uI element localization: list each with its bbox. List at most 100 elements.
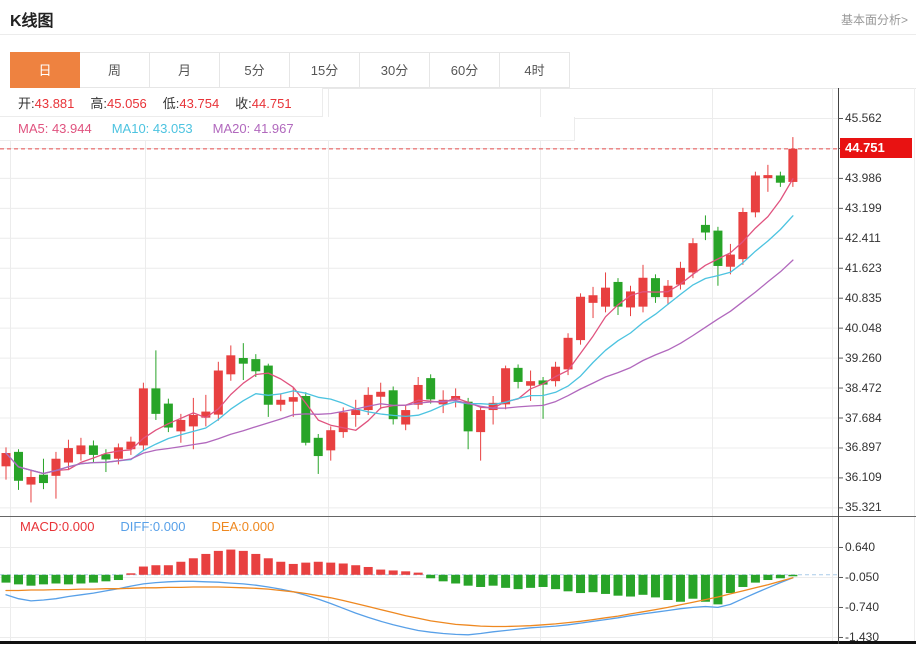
tab-period-30分[interactable]: 30分 [360, 52, 430, 88]
candle-body-3 [38, 474, 48, 484]
macd-axis-label-2: -0.740 [845, 599, 880, 614]
header-divider [0, 34, 916, 35]
candle-body-60 [750, 175, 760, 213]
ohlc-label-1: 高: [90, 95, 108, 111]
macd-bar-30 [376, 569, 386, 575]
tab-period-5分[interactable]: 5分 [220, 52, 290, 88]
macd-bar-49 [613, 574, 623, 596]
candle-body-59 [738, 211, 748, 260]
price-axis-label-6: 40.835 [845, 290, 882, 305]
macd-bar-33 [413, 572, 423, 575]
macd-bar-24 [301, 562, 311, 575]
macd-bar-4 [51, 574, 61, 584]
tab-period-月[interactable]: 月 [150, 52, 220, 88]
fundamental-analysis-link[interactable]: 基本面分析> [840, 13, 908, 27]
ohlc-value-0: 43.881 [34, 95, 75, 111]
candle-body-2 [26, 476, 36, 485]
macd-bar-8 [101, 574, 111, 582]
macd-bar-61 [763, 574, 773, 581]
candle-body-8 [101, 454, 111, 460]
macd-bar-36 [451, 574, 461, 584]
ohlc-item-2: 低:43.754 [163, 93, 219, 112]
candle-body-56 [700, 224, 710, 233]
price-axis-label-3: 43.199 [845, 200, 882, 215]
candle-body-31 [388, 390, 398, 420]
macd-axis-label-3: -1.430 [845, 629, 880, 644]
candle-body-28 [351, 410, 361, 416]
candle-body-30 [376, 391, 386, 397]
macd-bar-6 [76, 574, 86, 584]
tab-period-15分[interactable]: 15分 [290, 52, 360, 88]
candle-body-37 [463, 401, 473, 432]
macd-readout: MACD:0.000 DIFF:0.000 DEA:0.000 [20, 519, 300, 534]
price-axis-label-9: 38.472 [845, 380, 882, 395]
macd-bar-10 [126, 573, 136, 575]
period-tabbar: 日周月 5分 15分 30分 60分 4时 [10, 52, 570, 88]
tab-period-4时[interactable]: 4时 [500, 52, 570, 88]
macd-bar-44 [551, 574, 561, 590]
candle-body-43 [538, 380, 548, 385]
candle-body-15 [188, 415, 198, 427]
macd-bar-59 [738, 574, 748, 587]
macd-bar-18 [226, 549, 236, 575]
ohlc-value-2: 43.754 [179, 95, 220, 111]
macd-bar-14 [176, 561, 186, 575]
macd-bar-9 [113, 574, 123, 581]
macd-bar-17 [213, 550, 223, 575]
macd-bar-40 [501, 574, 511, 588]
macd-bar-2 [26, 574, 36, 586]
macd-axis-label-0: 0.640 [845, 539, 876, 554]
macd-bar-1 [13, 574, 23, 585]
candle-body-42 [526, 381, 536, 386]
candle-body-48 [601, 287, 611, 307]
candle-body-12 [151, 388, 161, 414]
candle-body-26 [326, 430, 336, 451]
macd-bar-39 [488, 574, 498, 586]
candle-body-21 [263, 365, 273, 405]
macd-bar-23 [288, 563, 298, 575]
macd-bar-35 [438, 574, 448, 582]
macd-bar-38 [476, 574, 486, 587]
price-axis-label-5: 41.623 [845, 260, 882, 275]
candle-body-54 [675, 267, 685, 285]
candle-body-14 [176, 419, 186, 432]
tab-period-周[interactable]: 周 [80, 52, 150, 88]
macd-bar-5 [63, 574, 73, 585]
candle-body-62 [775, 175, 785, 183]
macd-bar-63 [788, 574, 798, 577]
macd-bar-11 [138, 566, 148, 575]
ohlc-item-3: 收:44.751 [235, 93, 291, 112]
candle-body-24 [301, 395, 311, 443]
candle-body-16 [201, 411, 211, 418]
macd-legend-0: MACD:0.000 [20, 519, 95, 534]
candle-body-32 [401, 410, 411, 425]
candle-body-20 [251, 359, 261, 372]
ma-value-1: MA10: 43.053 [111, 121, 193, 136]
tab-period-60分[interactable]: 60分 [430, 52, 500, 88]
ohlc-value-3: 44.751 [251, 95, 292, 111]
macd-bar-31 [388, 570, 398, 575]
macd-bar-56 [700, 574, 710, 602]
macd-bar-34 [426, 574, 436, 579]
candle-body-50 [626, 291, 635, 308]
macd-bar-29 [363, 566, 373, 575]
macd-axis-label-1: -0.050 [845, 569, 880, 584]
macd-bar-15 [188, 558, 198, 575]
ohlc-value-1: 45.056 [107, 95, 147, 111]
tab-period-日[interactable]: 日 [10, 52, 80, 88]
price-axis-label-8: 39.260 [845, 350, 882, 365]
candle-body-40 [501, 368, 511, 405]
price-axis-label-13: 35.321 [845, 500, 882, 515]
macd-bar-62 [775, 574, 785, 579]
kline-chart-canvas[interactable] [0, 88, 916, 648]
candle-body-55 [688, 243, 698, 273]
macd-bar-7 [88, 574, 98, 583]
price-axis-label-0: 45.562 [845, 111, 882, 125]
candle-body-9 [113, 447, 123, 459]
candle-body-47 [588, 295, 598, 303]
macd-bar-22 [276, 561, 286, 575]
macd-bar-16 [201, 553, 211, 575]
macd-bar-41 [513, 574, 523, 590]
macd-bar-12 [151, 565, 161, 575]
macd-bar-54 [675, 574, 685, 602]
